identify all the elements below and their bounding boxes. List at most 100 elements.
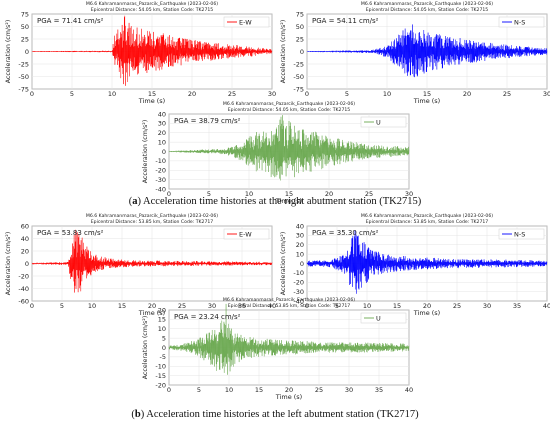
legend-box <box>223 228 270 240</box>
x-tick-label: 40 <box>543 302 550 310</box>
x-tick-label: 25 <box>178 302 186 310</box>
legend-label: U <box>376 119 381 127</box>
y-tick-label: 0 <box>300 260 304 268</box>
x-tick-label: 25 <box>228 90 236 98</box>
chart-subtitle: Epicentral Distance: 53.85 km, Station C… <box>228 303 351 309</box>
y-tick-label: -20 <box>155 167 166 175</box>
x-tick-label: 15 <box>118 302 126 310</box>
y-tick-label: -20 <box>293 279 304 287</box>
x-axis-label: Time (s) <box>275 393 302 401</box>
chart-title: M6.6 Kahramanmaras_Pazarcik_Earthquake (… <box>361 213 493 219</box>
chart-tk2717-ew: M6.6 Kahramanmaras_Pazarcik_Earthquake (… <box>5 213 276 317</box>
x-tick-label: 25 <box>315 386 323 394</box>
y-tick-label: -75 <box>293 85 304 93</box>
y-axis-label: Acceleration (cm/s²) <box>142 120 149 184</box>
legend: N-S <box>498 16 545 28</box>
x-tick-label: 5 <box>197 386 201 394</box>
y-tick-label: -20 <box>18 272 29 280</box>
y-axis-label: Acceleration (cm/s²) <box>5 20 12 84</box>
x-tick-label: 10 <box>225 386 233 394</box>
y-tick-label: 0 <box>162 148 166 156</box>
x-tick-label: 15 <box>393 302 401 310</box>
series-trace-n-s <box>306 24 548 78</box>
x-tick-label: 0 <box>30 90 34 98</box>
legend-label: N-S <box>514 231 525 239</box>
y-tick-label: -40 <box>18 285 29 293</box>
caption-a-text: Acceleration time histories at the right… <box>143 196 422 207</box>
pga-annotation: PGA = 38.79 cm/s² <box>174 117 241 125</box>
x-tick-label: 35 <box>238 302 246 310</box>
x-tick-label: 0 <box>305 302 309 310</box>
x-tick-label: 5 <box>60 302 64 310</box>
chart-subtitle: Epicentral Distance: 54.05 km, Station C… <box>91 7 214 13</box>
caption-b-letter: b <box>134 409 141 420</box>
y-tick-label: 0 <box>300 48 304 56</box>
x-tick-label: 5 <box>345 90 349 98</box>
series-trace-u <box>168 114 410 181</box>
chart-tk2715-ew: M6.6 Kahramanmaras_Pazarcik_Earthquake (… <box>5 1 276 105</box>
x-tick-label: 30 <box>268 90 276 98</box>
y-tick-label: 40 <box>21 235 29 243</box>
y-axis-label: Acceleration (cm/s²) <box>280 20 287 84</box>
caption-b: (b) Acceleration time histories at the l… <box>131 409 419 420</box>
x-tick-label: 30 <box>405 190 413 198</box>
series-trace-n-s <box>306 230 548 294</box>
x-tick-label: 10 <box>383 90 391 98</box>
pga-annotation: PGA = 23.24 cm/s² <box>174 313 241 321</box>
legend: E-W <box>223 16 270 28</box>
chart-title: M6.6 Kahramanmaras_Pazarcik_Earthquake (… <box>86 213 218 219</box>
x-tick-label: 5 <box>207 190 211 198</box>
y-tick-label: 50 <box>21 23 29 31</box>
pga-annotation: PGA = 71.41 cm/s² <box>37 17 104 25</box>
legend: U <box>360 116 407 128</box>
y-tick-label: 10 <box>158 325 166 333</box>
x-tick-label: 15 <box>285 190 293 198</box>
y-tick-label: 0 <box>25 260 29 268</box>
chart-title: M6.6 Kahramanmaras_Pazarcik_Earthquake (… <box>86 1 218 7</box>
x-tick-label: 20 <box>463 90 471 98</box>
y-tick-label: 50 <box>296 23 304 31</box>
chart-tk2717-u: M6.6 Kahramanmaras_Pazarcik_Earthquake (… <box>142 297 413 401</box>
y-axis-label: Acceleration (cm/s²) <box>142 316 149 380</box>
x-tick-label: 5 <box>335 302 339 310</box>
x-tick-label: 15 <box>148 90 156 98</box>
y-tick-label: 30 <box>158 120 166 128</box>
chart-tk2717-ns: M6.6 Kahramanmaras_Pazarcik_Earthquake (… <box>280 213 550 317</box>
y-tick-label: 10 <box>296 250 304 258</box>
x-tick-label: 40 <box>405 386 413 394</box>
chart-title: M6.6 Kahramanmaras_Pazarcik_Earthquake (… <box>223 101 355 107</box>
legend-box <box>360 312 407 324</box>
caption-b-text: Acceleration time histories at the left … <box>146 409 419 420</box>
x-tick-label: 5 <box>70 90 74 98</box>
x-tick-label: 0 <box>167 386 171 394</box>
y-tick-label: 25 <box>21 35 29 43</box>
y-tick-label: 15 <box>158 316 166 324</box>
x-tick-label: 35 <box>513 302 521 310</box>
x-tick-label: 25 <box>365 190 373 198</box>
y-tick-label: -40 <box>155 185 166 193</box>
y-tick-label: -10 <box>155 363 166 371</box>
y-tick-label: -75 <box>18 85 29 93</box>
x-tick-label: 15 <box>255 386 263 394</box>
y-tick-label: -40 <box>293 297 304 305</box>
chart-subtitle: Epicentral Distance: 53.85 km, Station C… <box>91 219 214 225</box>
x-tick-label: 35 <box>375 386 383 394</box>
legend-label: E-W <box>239 19 252 27</box>
y-tick-label: 20 <box>21 247 29 255</box>
legend: N-S <box>498 228 545 240</box>
chart-subtitle: Epicentral Distance: 54.05 km, Station C… <box>366 7 489 13</box>
x-tick-label: 30 <box>543 90 550 98</box>
legend-box <box>223 16 270 28</box>
x-tick-label: 30 <box>208 302 216 310</box>
legend-box <box>498 16 545 28</box>
chart-subtitle: Epicentral Distance: 53.85 km, Station C… <box>366 219 489 225</box>
x-tick-label: 30 <box>345 386 353 394</box>
x-axis-label: Time (s) <box>138 97 165 105</box>
x-tick-label: 0 <box>30 302 34 310</box>
y-tick-label: -20 <box>155 381 166 389</box>
legend-label: E-W <box>239 231 252 239</box>
y-axis-label: Acceleration (cm/s²) <box>280 232 287 296</box>
y-tick-label: -50 <box>293 73 304 81</box>
caption-a: (a) Acceleration time histories at the r… <box>128 196 422 207</box>
y-tick-label: 20 <box>296 241 304 249</box>
